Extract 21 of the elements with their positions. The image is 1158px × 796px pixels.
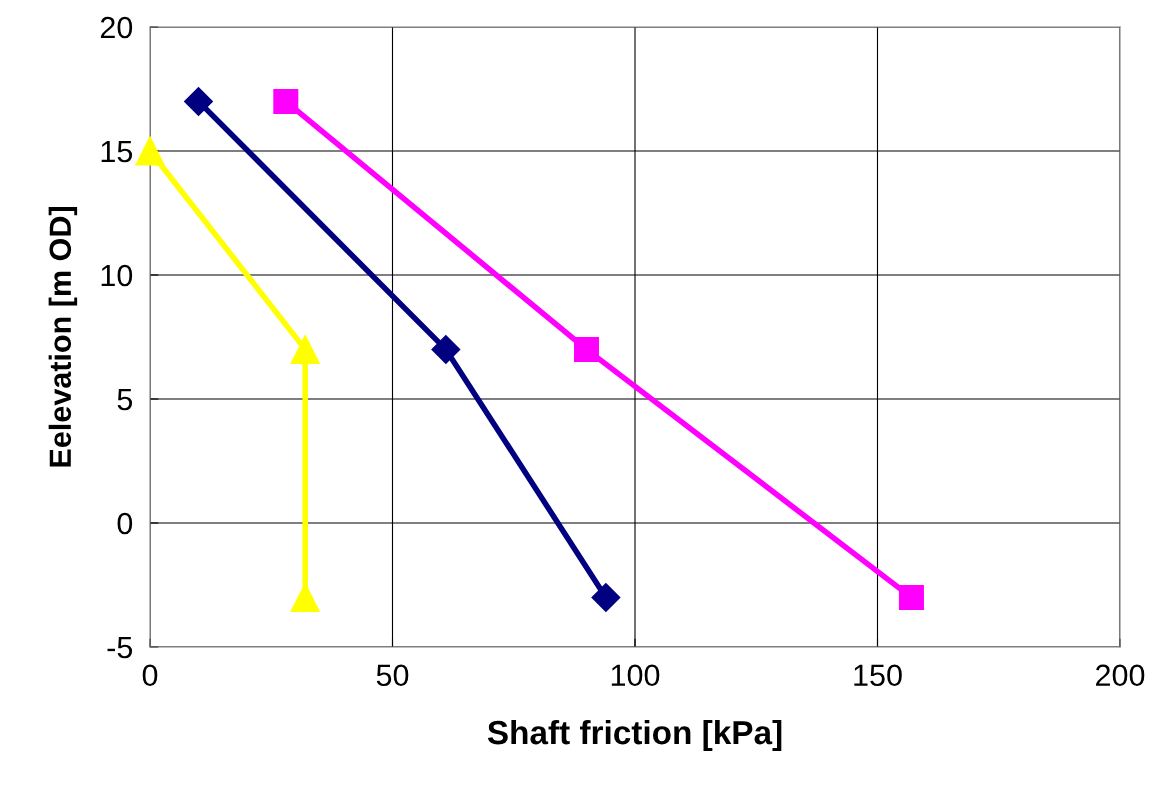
point xyxy=(290,334,320,364)
y-tick-label: 5 xyxy=(117,389,133,411)
y-tick-label: 15 xyxy=(101,141,133,163)
x-tick-label: 150 xyxy=(854,664,902,687)
point xyxy=(135,136,165,166)
y-tick-label: 0 xyxy=(117,512,133,535)
point xyxy=(431,334,461,364)
y-axis-title: Eelevation [m OD] xyxy=(48,207,78,467)
point xyxy=(573,336,600,362)
y-tick-label: 20 xyxy=(100,16,133,39)
point xyxy=(273,88,299,114)
y-tick-label: -5 xyxy=(107,637,133,659)
x-axis-title: Shaft friction [kPa] xyxy=(487,719,782,751)
x-tick-label: 100 xyxy=(611,664,660,687)
y-tick-label: 10 xyxy=(101,264,133,287)
point xyxy=(898,584,924,610)
x-tick-label: 200 xyxy=(1096,664,1145,687)
point xyxy=(591,582,621,612)
x-tick-label: 50 xyxy=(376,664,409,687)
x-tick-label: 0 xyxy=(142,664,158,687)
point xyxy=(184,86,213,116)
